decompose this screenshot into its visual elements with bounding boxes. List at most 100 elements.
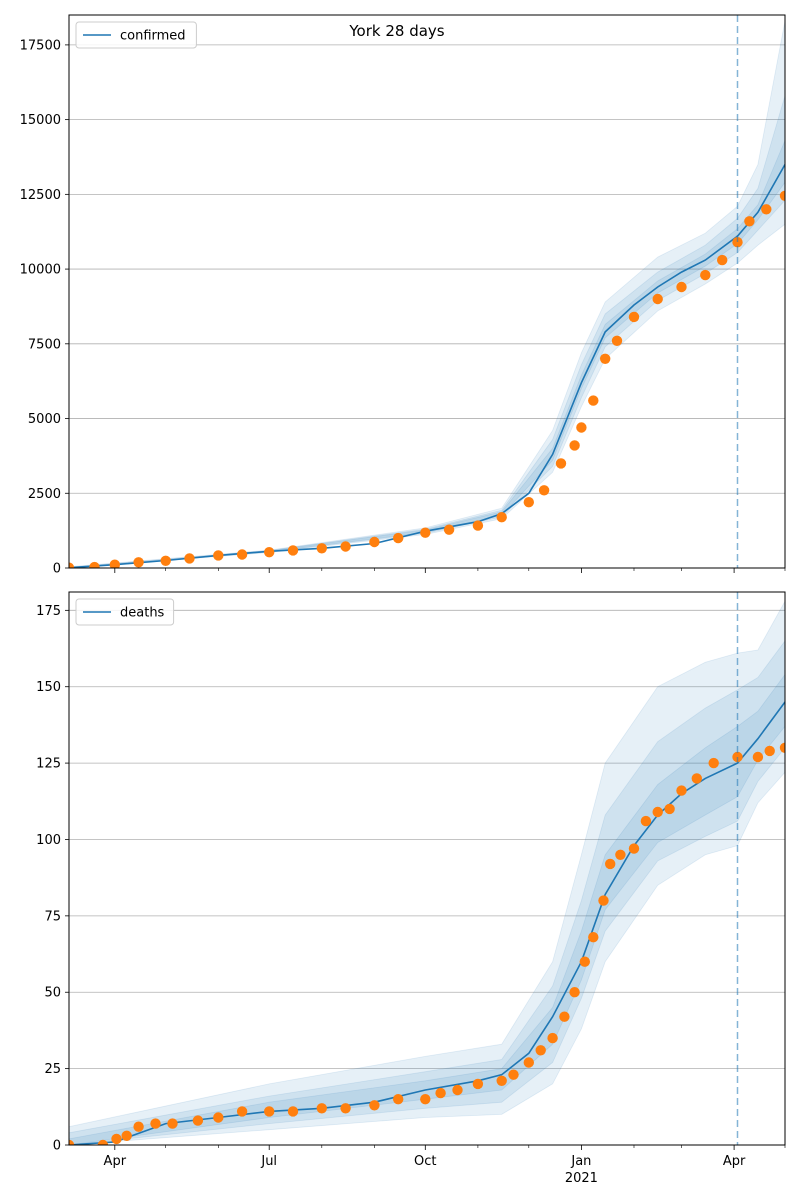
- observed-point: [264, 547, 275, 558]
- y-tick-label: 75: [44, 909, 61, 924]
- observed-point: [97, 1139, 109, 1145]
- y-tick-label: 15000: [20, 113, 61, 128]
- x-tick-label: Jan: [570, 1154, 591, 1169]
- legend-label: deaths: [120, 606, 165, 621]
- observed-point: [264, 1106, 275, 1117]
- observed-point: [676, 281, 687, 293]
- observed-point: [435, 1087, 446, 1099]
- observed-point: [538, 485, 550, 496]
- x-tick-label: Apr: [723, 1154, 746, 1169]
- y-tick-label: 50: [44, 986, 61, 1001]
- y-tick-label: 2500: [28, 487, 61, 502]
- observed-point: [420, 527, 431, 538]
- y-tick-label: 0: [53, 1139, 61, 1154]
- observed-point: [109, 559, 120, 568]
- observed-point: [316, 1103, 327, 1114]
- observed-point: [340, 1103, 351, 1114]
- observed-point: [752, 751, 764, 763]
- axes-frame: [68, 14, 786, 569]
- observed-point: [184, 553, 195, 564]
- observed-point: [600, 353, 611, 364]
- observed-point: [535, 1045, 546, 1056]
- legend-label: confirmed: [120, 29, 186, 44]
- legend: deaths: [75, 598, 175, 626]
- observed-point: [611, 335, 623, 346]
- observed-point: [496, 1075, 507, 1087]
- observed-point: [732, 237, 743, 248]
- y-tick-label: 25: [44, 1062, 61, 1077]
- observed-point: [150, 1118, 161, 1129]
- legend-box: [75, 598, 175, 626]
- observed-point: [133, 1121, 144, 1132]
- x-tick-year-label: 2021: [565, 1171, 598, 1186]
- observed-point: [496, 512, 507, 523]
- x-tick-label: Oct: [414, 1154, 436, 1169]
- observed-point: [717, 254, 728, 266]
- y-tick-label: 7500: [28, 337, 61, 352]
- observed-point: [213, 1112, 224, 1123]
- observed-point: [640, 815, 652, 827]
- uncertainty-band: [69, 600, 785, 1145]
- observed-point: [555, 458, 567, 469]
- y-tick-label: 125: [36, 757, 61, 772]
- observed-point: [69, 1139, 75, 1145]
- observed-point: [287, 1106, 299, 1117]
- confirmed-panel: 0 2500 5000 7500 10000 12500 15000 17500 confirm…: [20, 14, 786, 577]
- observed-point: [547, 1032, 558, 1044]
- observed-point: [615, 849, 626, 860]
- observed-point: [452, 1084, 463, 1096]
- observed-point: [605, 858, 616, 870]
- observed-point: [472, 520, 484, 531]
- observed-point: [598, 895, 609, 906]
- observed-point: [121, 1130, 132, 1142]
- observed-point: [708, 757, 719, 769]
- observed-point: [508, 1069, 519, 1080]
- y-tick-label: 10000: [20, 263, 61, 278]
- observed-point: [576, 422, 587, 433]
- y-tick-label: 12500: [20, 188, 61, 203]
- observed-point: [588, 395, 599, 406]
- observed-point: [369, 536, 380, 548]
- observed-point: [420, 1094, 431, 1105]
- observed-point: [472, 1078, 484, 1090]
- y-tick-label: 175: [36, 604, 61, 619]
- plot-area: [69, 600, 785, 1145]
- observed-point: [628, 843, 640, 854]
- observed-point: [69, 562, 75, 568]
- plot-area: [69, 20, 785, 568]
- uncertainty-band: [69, 640, 785, 1145]
- observed-point: [133, 557, 144, 568]
- y-tick-label: 5000: [28, 412, 61, 427]
- x-tick-label: Apr: [104, 1154, 127, 1169]
- observed-point: [700, 269, 711, 281]
- observed-point: [340, 541, 351, 552]
- observed-point: [676, 785, 687, 796]
- observed-point: [691, 773, 702, 784]
- chart-title: York 28 days: [348, 22, 444, 40]
- observed-point: [523, 497, 534, 508]
- axes-frame: [68, 591, 786, 1146]
- observed-point: [744, 216, 755, 227]
- observed-point: [652, 806, 663, 818]
- y-tick-label: 17500: [20, 38, 61, 53]
- observed-point: [628, 311, 640, 323]
- y-tick-label: 150: [36, 680, 61, 695]
- observed-point: [213, 550, 224, 561]
- observed-point: [443, 524, 455, 535]
- observed-point: [559, 1011, 570, 1022]
- model-line: [69, 164, 785, 568]
- legend-box: [75, 21, 197, 49]
- deaths-panel: 0 25 50 75 100 125 150 175 Apr Jul Oct Jan 2021 Apr de…: [36, 591, 786, 1186]
- observed-point: [89, 561, 100, 568]
- observed-point: [393, 532, 404, 544]
- legend: confirmed: [75, 21, 197, 49]
- observed-point: [761, 204, 772, 215]
- observed-point: [111, 1133, 122, 1145]
- observed-point: [664, 803, 675, 815]
- observed-point: [588, 932, 599, 943]
- x-tick-label: Jul: [260, 1154, 277, 1169]
- observed-point: [192, 1115, 204, 1126]
- observed-point: [316, 543, 327, 554]
- y-tick-label: 100: [36, 833, 61, 848]
